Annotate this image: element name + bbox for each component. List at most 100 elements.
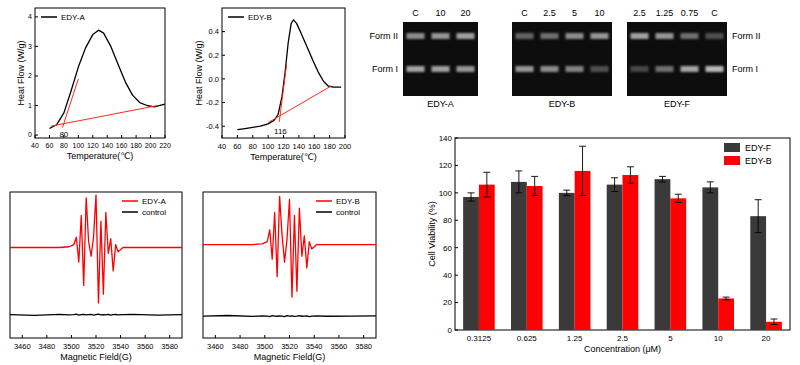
lane-label: 2.5 — [543, 8, 556, 18]
y-tick-label: 0.0 — [209, 75, 219, 84]
gel-image — [403, 22, 478, 96]
x-tick-label: 3540 — [306, 342, 323, 351]
gel-form-label: Form II — [732, 31, 761, 41]
gel-band — [541, 66, 559, 72]
legend-swatch — [724, 143, 740, 152]
series-line — [203, 196, 376, 297]
gel-band — [681, 66, 699, 72]
lane-label: 0.75 — [681, 8, 699, 18]
x-tick — [252, 135, 253, 138]
gel-image — [627, 22, 727, 96]
x-tick — [169, 335, 170, 338]
gel-name: EDY-B — [549, 99, 576, 109]
x-tick-label: 3460 — [14, 342, 31, 351]
legend-label: EDY-F — [745, 143, 772, 153]
y-tick — [35, 16, 38, 17]
legend-swatch — [316, 211, 332, 213]
y-tick-label: -0.4 — [206, 122, 219, 131]
tangent-line — [51, 106, 158, 127]
x-axis-label: Magnetic Field(G) — [60, 352, 132, 362]
lane-label: 20 — [460, 8, 470, 18]
y-tick — [222, 78, 225, 79]
x-tick-label: 3520 — [88, 342, 105, 351]
gel-image — [512, 22, 612, 96]
x-axis-label: Magnetic Field(G) — [254, 352, 326, 362]
y-tick-label: 60 — [443, 244, 452, 253]
figure: 40608010012014016018020022001234Temperat… — [0, 0, 800, 365]
x-tick — [165, 135, 166, 138]
y-tick-label: 40 — [443, 271, 452, 280]
x-tick-label: 40 — [218, 142, 226, 151]
x-axis-label: Concentration (μM) — [584, 344, 661, 354]
x-tick — [240, 335, 241, 338]
gel-band — [591, 66, 609, 72]
y-tick — [455, 220, 458, 221]
gel-band — [566, 33, 584, 39]
x-tick-label: 60 — [46, 142, 54, 149]
gel-band — [407, 66, 425, 72]
y-tick-label: 100 — [439, 189, 453, 198]
tangent-line — [62, 79, 78, 128]
x-tick-label: 0.3125 — [467, 334, 492, 343]
x-tick — [264, 335, 265, 338]
annotation: 80 — [59, 130, 68, 139]
y-tick — [455, 165, 458, 166]
y-tick — [455, 302, 458, 303]
x-tick-label: 80 — [249, 142, 257, 151]
y-tick — [222, 31, 225, 32]
plot-area — [10, 195, 182, 315]
gel-band — [566, 66, 584, 72]
x-tick-label: 20 — [762, 334, 771, 343]
x-tick-label: 140 — [101, 142, 113, 149]
gel-band — [591, 33, 609, 39]
bar — [511, 182, 527, 330]
y-tick-label: 1 — [28, 102, 32, 109]
x-tick — [145, 335, 146, 338]
x-tick — [345, 135, 346, 138]
x-tick-label: 100 — [262, 142, 275, 151]
error-bar — [675, 194, 682, 202]
gel-band — [432, 33, 450, 39]
legend-label: EDY-A — [142, 197, 166, 206]
legend-label: control — [336, 208, 360, 217]
series-line — [10, 195, 182, 303]
bar — [559, 193, 575, 330]
y-tick-label: 140 — [439, 134, 453, 143]
x-tick-label: 60 — [233, 142, 241, 151]
legend-label: EDY-B — [745, 156, 772, 166]
x-tick-label: 5 — [668, 334, 673, 343]
x-tick — [71, 335, 72, 338]
x-tick — [96, 335, 97, 338]
x-axis-label: Temperature(℃) — [67, 151, 134, 161]
y-tick-label: 0 — [28, 131, 32, 138]
legend-swatch — [228, 16, 244, 18]
gel-name: EDY-F — [664, 99, 691, 109]
legend-swatch — [122, 200, 138, 202]
bar — [607, 185, 623, 330]
y-tick-label: 3 — [28, 43, 32, 50]
y-tick — [455, 330, 458, 331]
legend-label: EDY-B — [248, 13, 272, 22]
error-bar — [579, 146, 586, 195]
y-tick-label: 20 — [443, 298, 452, 307]
x-tick-label: 2.5 — [617, 334, 629, 343]
gel-form-label: Form I — [372, 64, 398, 74]
tangent-line — [268, 86, 331, 123]
y-tick-label: 120 — [439, 161, 453, 170]
x-tick-label: 100 — [72, 142, 84, 149]
x-tick — [338, 335, 339, 338]
series-line — [237, 20, 341, 130]
x-tick-label: 1.25 — [567, 334, 583, 343]
x-tick — [121, 135, 122, 138]
lane-label: C — [521, 8, 528, 18]
gel-band — [656, 33, 674, 39]
error-bar — [707, 182, 714, 193]
plot-area — [203, 196, 376, 316]
lane-label: 5 — [572, 8, 577, 18]
gel-band — [432, 66, 450, 72]
x-tick-label: 10 — [714, 334, 723, 343]
y-tick — [35, 105, 38, 106]
x-tick — [150, 135, 151, 138]
bar — [750, 216, 766, 330]
gel-band — [516, 33, 534, 39]
